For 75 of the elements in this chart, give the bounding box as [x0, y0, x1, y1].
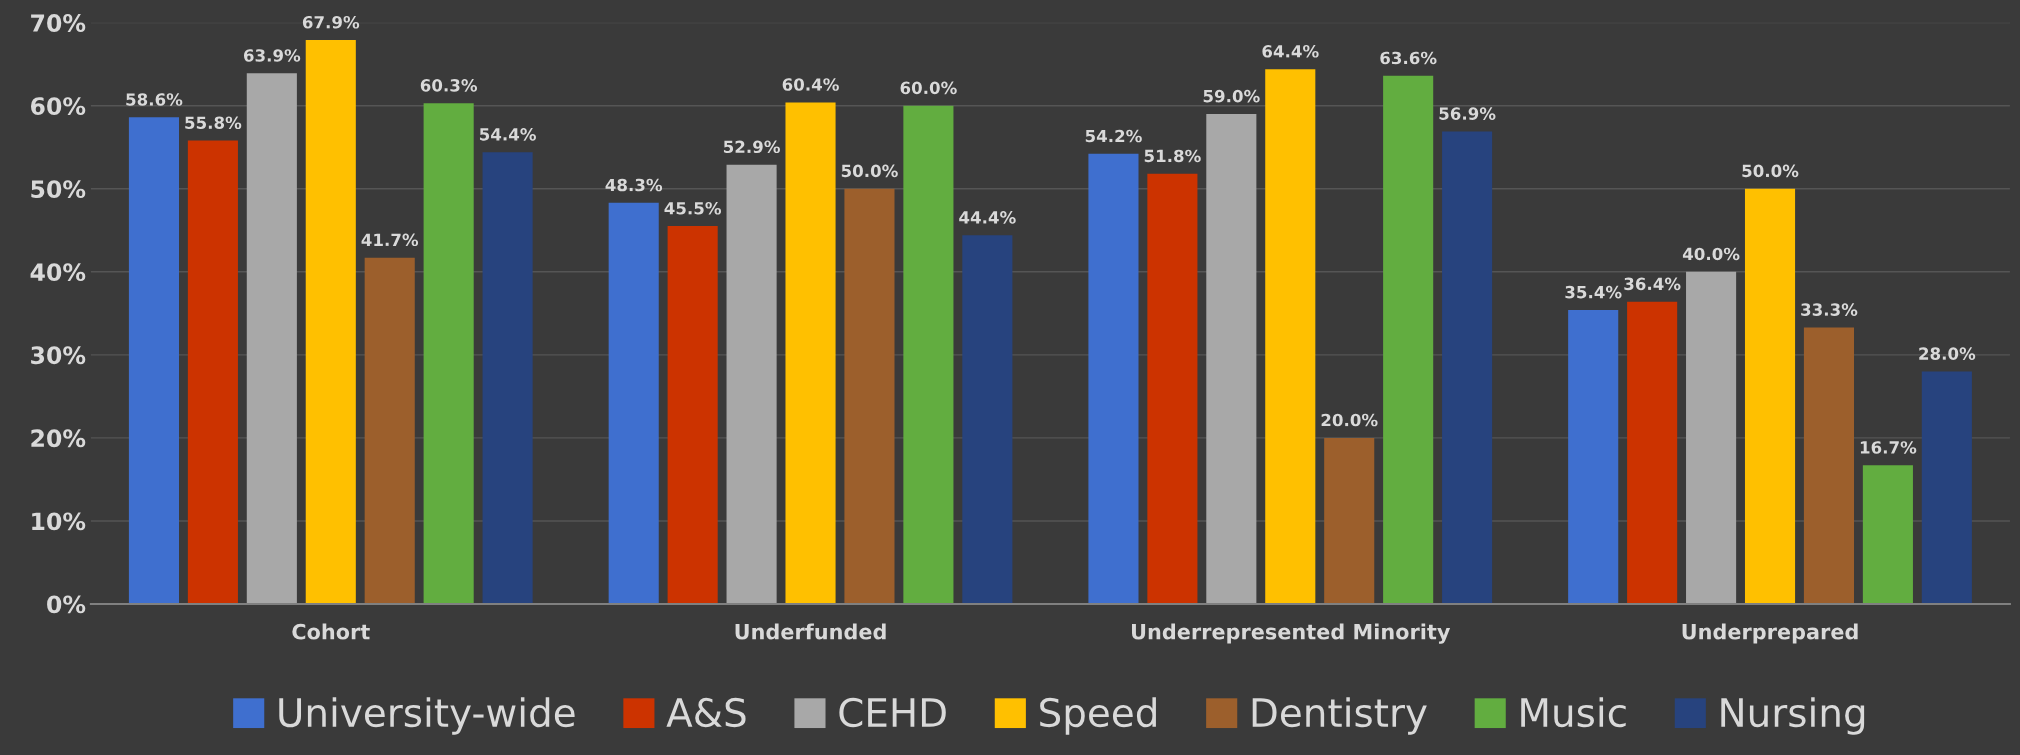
- bar: [1147, 173, 1198, 604]
- data-label: 60.3%: [420, 79, 478, 92]
- data-label: 58.6%: [126, 93, 183, 106]
- bar: [726, 164, 777, 604]
- data-label: 55.8%: [185, 116, 242, 130]
- data-label: 45.5%: [664, 201, 722, 215]
- data-label: 36.4%: [1624, 277, 1681, 291]
- bar: [667, 226, 718, 604]
- data-label: 35.4%: [1565, 285, 1622, 299]
- legend-label: Music: [1521, 697, 1626, 728]
- data-label: 16.7%: [1860, 441, 1917, 454]
- bar: [1744, 188, 1796, 604]
- bar: [1442, 131, 1493, 604]
- data-label: 41.7%: [361, 233, 419, 247]
- y-tick-label: 10%: [32, 512, 86, 531]
- bar: [187, 140, 238, 604]
- data-label: 60.4%: [782, 78, 839, 91]
- data-label: 51.8%: [1144, 149, 1201, 163]
- legend-label: Speed: [1040, 697, 1156, 735]
- bar: [1265, 69, 1316, 604]
- data-label: 56.9%: [1439, 107, 1496, 120]
- bar: [1206, 114, 1257, 604]
- data-label: 64.4%: [1262, 44, 1319, 58]
- legend-label: A&S: [666, 697, 746, 728]
- y-tick-label: 40%: [30, 263, 86, 282]
- data-label: 54.4%: [479, 128, 536, 141]
- data-label: 33.3%: [1801, 303, 1858, 316]
- data-label: 48.3%: [605, 178, 663, 192]
- x-tick-label: Underrepresented Minority: [1132, 623, 1451, 644]
- bar: [364, 257, 415, 604]
- data-label: 54.2%: [1085, 129, 1142, 143]
- bar: [844, 188, 895, 604]
- bar: [1324, 437, 1375, 604]
- data-label: 40.0%: [1682, 247, 1740, 261]
- bar: [1686, 271, 1737, 604]
- data-label: 20.0%: [1321, 413, 1378, 427]
- bar: [785, 102, 836, 604]
- data-label: 63.9%: [243, 49, 301, 62]
- y-tick-label: 50%: [31, 180, 86, 199]
- data-label: 60.0%: [900, 81, 957, 95]
- bar: [1568, 310, 1619, 604]
- y-tick-label: 70%: [31, 14, 86, 32]
- data-label: 63.6%: [1380, 51, 1437, 65]
- bar: [305, 40, 356, 604]
- legend-label: CEHD: [839, 697, 946, 728]
- bar: [1383, 75, 1434, 604]
- bar: [128, 117, 179, 604]
- y-tick-label: 20%: [31, 429, 86, 448]
- legend-label: Nursing: [1721, 697, 1865, 735]
- legend-label: Dentistry: [1252, 697, 1427, 735]
- data-label: 28.0%: [1919, 347, 1976, 360]
- data-label: 59.0%: [1203, 89, 1260, 103]
- bar: [1803, 327, 1855, 604]
- y-tick-label: 0%: [47, 595, 86, 614]
- y-tick-label: 30%: [31, 346, 86, 365]
- x-tick-label: Underprepared: [1682, 623, 1858, 644]
- bar: [1862, 465, 1913, 604]
- bar: [423, 103, 474, 604]
- data-label: 52.9%: [723, 140, 780, 154]
- legend-label: University-wide: [279, 697, 575, 735]
- data-label: 67.9%: [302, 15, 360, 29]
- x-tick-label: Cohort: [292, 623, 370, 640]
- bar: [1627, 301, 1678, 604]
- bar: [1088, 153, 1139, 604]
- bar: [1921, 371, 1972, 604]
- y-tick-label: 60%: [30, 97, 86, 116]
- bar: [246, 73, 297, 604]
- data-label: 44.4%: [959, 211, 1016, 224]
- bar: [962, 235, 1013, 604]
- data-label: 50.0%: [1742, 164, 1799, 178]
- data-label: 50.0%: [841, 164, 898, 178]
- bar: [903, 105, 954, 604]
- bar: [608, 202, 659, 604]
- bar: [482, 152, 533, 604]
- x-tick-label: Underfunded: [735, 623, 886, 640]
